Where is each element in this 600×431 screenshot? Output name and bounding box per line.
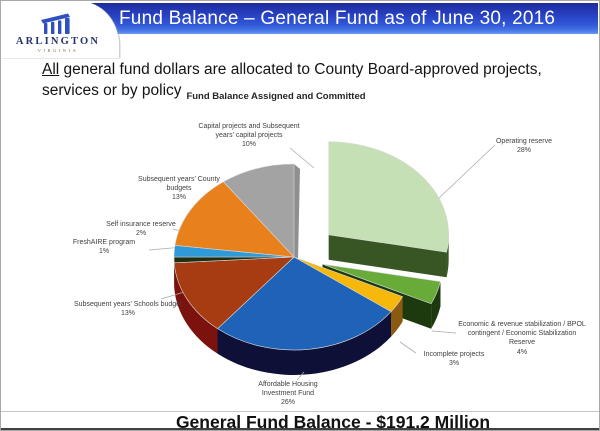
pie-label-percent: 4%	[516, 348, 528, 356]
pie-label-operating-reserve: Operating reserve 28%	[477, 137, 572, 155]
pie-slice-side-affordable-housing	[217, 311, 392, 375]
pie-label-capital-projects: Capital projects and Subsequent years' c…	[190, 122, 308, 150]
page-title: Fund Balance – General Fund as of June 3…	[119, 8, 556, 29]
pie-slice-cut-operating-reserve	[328, 234, 447, 278]
pie-label-percent: 26%	[280, 399, 295, 407]
pie-label-text: Capital projects and Subsequent years' c…	[198, 123, 300, 140]
leader-line-capital-projects	[289, 147, 315, 169]
pie-slice-economic-stabilization	[322, 263, 441, 305]
pie-label-text: Incomplete projects	[423, 351, 485, 358]
pie-label-percent: 10%	[241, 141, 256, 149]
pie-slice-side-schools-budget	[174, 262, 218, 354]
pie-label-text: Economic & revenue stabilization / BPOL …	[458, 321, 586, 347]
logo-subtext: VIRGINIA	[37, 48, 79, 53]
pie-label-text: Subsequent years' Schools budget	[74, 301, 182, 308]
pie-label-percent: 3%	[448, 360, 460, 368]
pie-label-text: Affordable Housing Investment Fund	[258, 381, 318, 398]
pie-label-self-insurance: Self insurance reserve 2%	[96, 220, 186, 238]
header-banner: Fund Balance – General Fund as of June 3…	[79, 3, 598, 34]
chart-title: Fund Balance Assigned and Committed	[186, 91, 366, 102]
pie-slice-operating-reserve	[328, 141, 449, 253]
intro-underlined-word: All	[42, 61, 60, 78]
leader-line-operating-reserve	[437, 144, 496, 200]
pie-label-percent: 13%	[120, 310, 135, 318]
pie-label-percent: 13%	[171, 194, 186, 202]
pie-label-economic-stabilization: Economic & revenue stabilization / BPOL …	[457, 320, 587, 357]
pie-label-percent: 28%	[516, 147, 531, 155]
pie-label-county-budgets: Subsequent years' County budgets 13%	[132, 175, 227, 203]
pie-label-percent: 2%	[135, 230, 147, 238]
pie-slice-county-budgets	[174, 181, 295, 258]
pie-label-percent: 1%	[98, 248, 110, 256]
pie-slice-bevel-capital-projects	[294, 164, 300, 260]
arlington-logo: ARLINGTON VIRGINIA	[1, 1, 119, 58]
bottom-bar	[1, 428, 599, 430]
columns-building-icon	[41, 13, 70, 34]
pie-label-affordable-housing: Affordable Housing Investment Fund 26%	[251, 380, 326, 408]
pie-label-incomplete-projects: Incomplete projects 3%	[412, 350, 497, 368]
footer-divider	[1, 411, 599, 412]
leader-line-affordable-housing	[296, 371, 305, 381]
pie-label-text: Subsequent years' County budgets	[138, 176, 220, 193]
leader-line-incomplete-projects	[399, 341, 417, 354]
pie-label-text: Self insurance reserve	[106, 221, 176, 228]
leader-line-economic-stabilization	[431, 330, 457, 334]
pie-slice-schools-budget	[173, 256, 295, 329]
pie-label-schools-budget: Subsequent years' Schools budget 13%	[66, 300, 191, 318]
intro-rest: general fund dollars are allocated to Co…	[42, 61, 542, 99]
logo-wordmark: ARLINGTON	[15, 36, 101, 47]
fund-balance-total: General Fund Balance - $191.2 Million	[175, 412, 491, 431]
pie-slice-capital-projects	[223, 163, 295, 258]
pie-label-freshaire-program: FreshAIRE program 1%	[64, 238, 144, 256]
pie-label-text: Operating reserve	[495, 138, 553, 145]
pie-slice-affordable-housing	[217, 256, 392, 351]
intro-text: All general fund dollars are allocated t…	[42, 59, 579, 101]
pie-label-text: FreshAIRE program	[72, 239, 136, 246]
